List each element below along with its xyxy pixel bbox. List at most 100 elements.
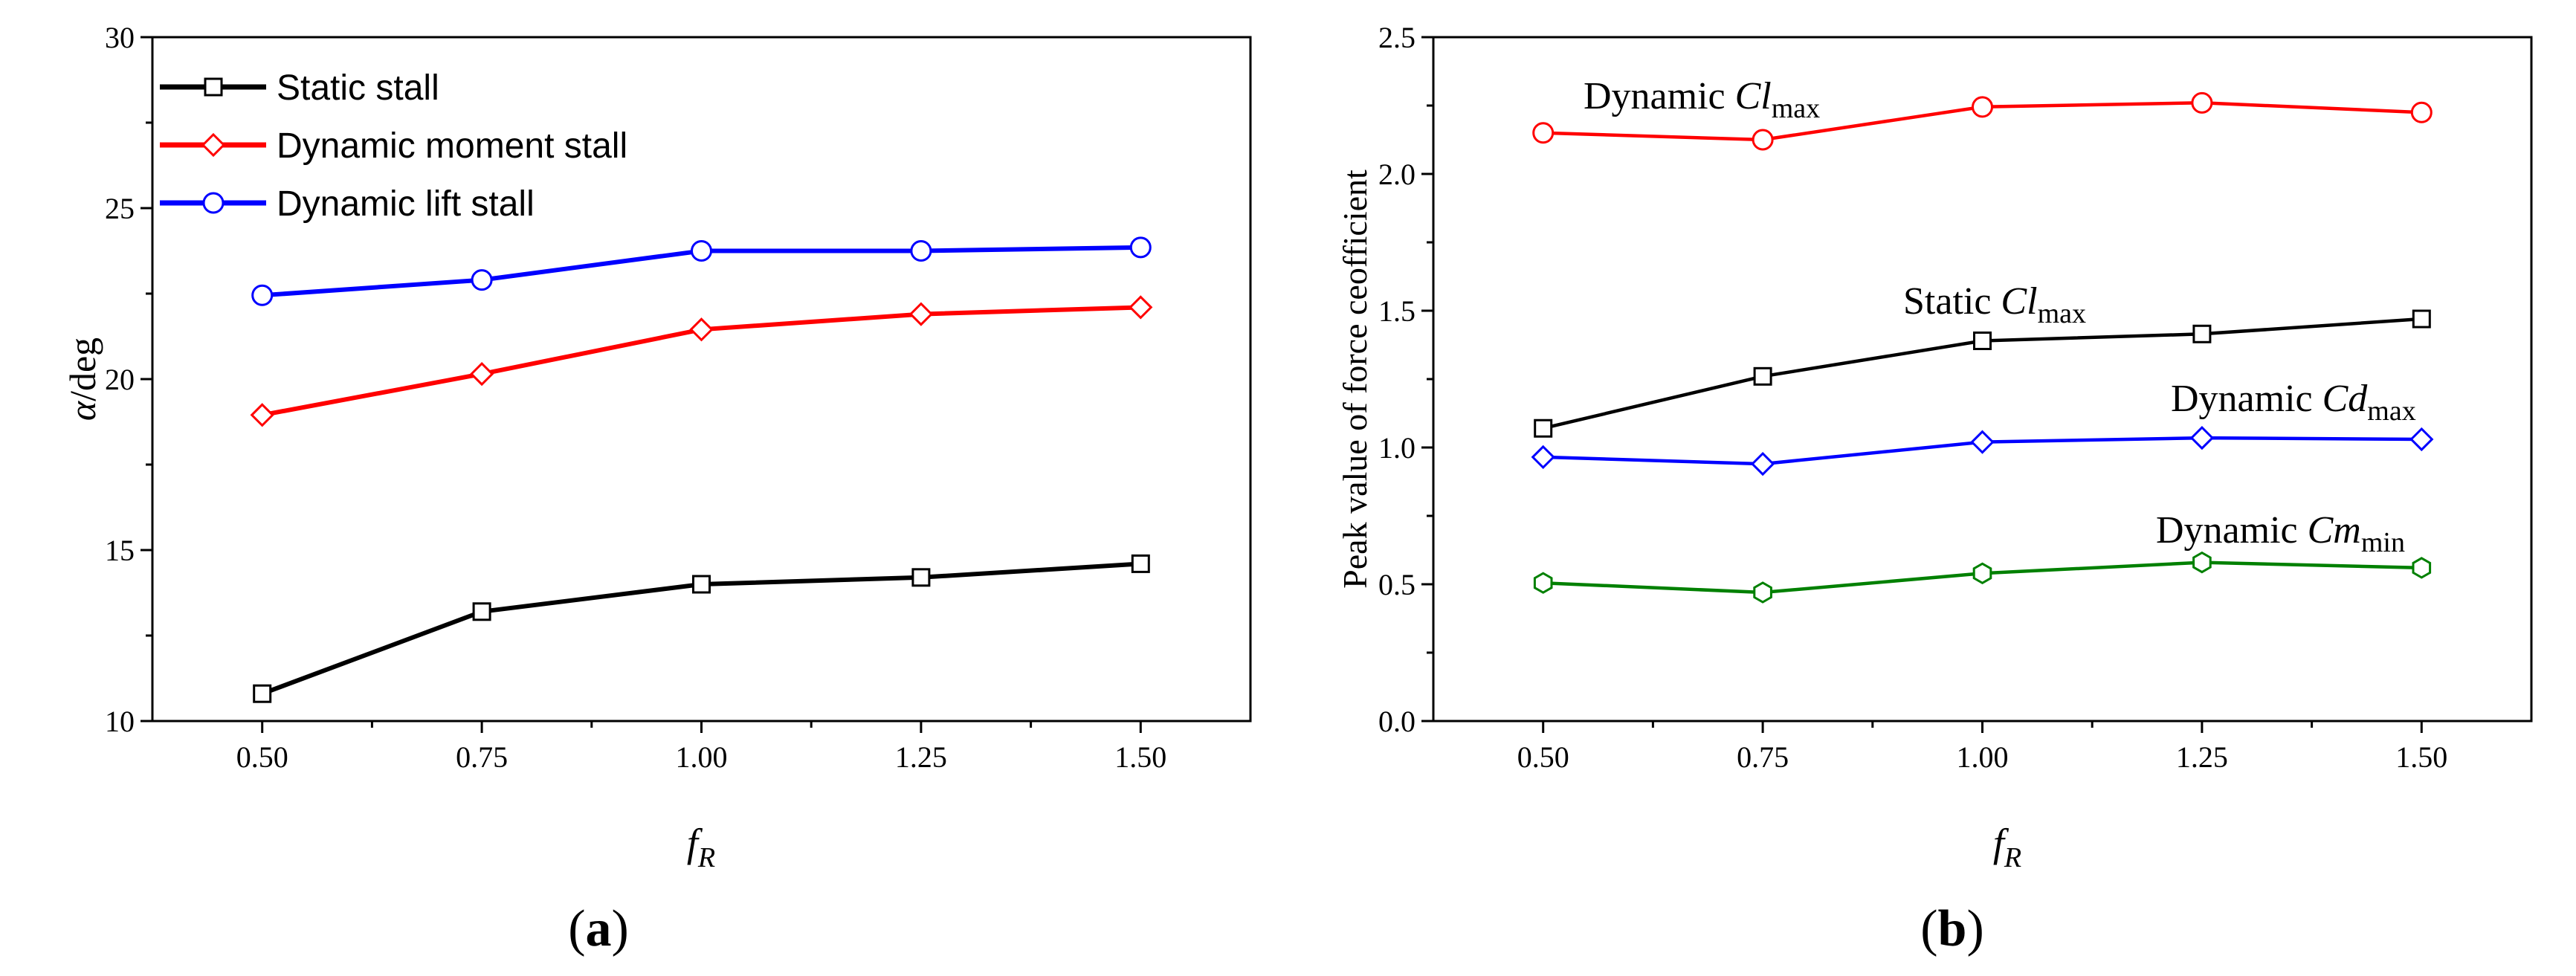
legend-label-dynamic-moment-stall: Dynamic moment stall (277, 126, 627, 166)
x-axis-title-sub-a: R (697, 842, 715, 873)
x-tick-label: 1.25 (895, 740, 947, 774)
series-dynamic-cd-max (1531, 425, 2434, 476)
y-tick-label: 1.5 (1378, 294, 1415, 328)
data-point-dynamic-moment-stall (469, 361, 494, 387)
annotation-dynamic-cd-max: Dynamic Cdmax (2171, 378, 2416, 427)
y-ticks-a: 10 15 20 25 30 (105, 21, 152, 738)
data-point-static-stall (472, 602, 491, 621)
data-point-dynamic-moment-stall (908, 302, 934, 326)
annotation-dynamic-cl-max-prefix: Dynamic (1584, 75, 1735, 117)
data-point-static-cl-max (1753, 366, 1772, 386)
annotation-dynamic-cl-max-sub: max (1772, 93, 1820, 124)
annotation-static-cl-max: Static Clmax (1903, 280, 2086, 329)
legend-marker-dynamic-moment-stall (201, 132, 226, 158)
series-dynamic-cl-max (1532, 91, 2433, 151)
annotation-dynamic-cm-min-sub: min (2361, 527, 2405, 558)
panel-label-letter-b: b (1938, 900, 1967, 957)
annotation-dynamic-cd-max-coef: Cd (2322, 378, 2369, 420)
panel-label-open-b: ( (1920, 900, 1937, 957)
data-point-dynamic-cl-max (1532, 122, 1555, 144)
data-point-dynamic-cm-min (1753, 581, 1772, 604)
y-axis-title-greek-a: α (62, 400, 103, 421)
y-axis-title-b: Peak value of force ceofficient (1336, 169, 1374, 589)
series-static-cl-max (1534, 309, 2431, 438)
annotation-dynamic-cl-max-coef: Cl (1735, 75, 1772, 117)
chart-panel-a: 0.50 0.75 1.00 1.25 1.50 10 15 20 25 30 Static s… (62, 21, 1252, 957)
legend-item-static-stall: Static stall (160, 68, 439, 108)
x-tick-label: 0.50 (236, 740, 288, 774)
x-tick-label: 1.50 (1114, 740, 1166, 774)
y-tick-label: 10 (105, 705, 135, 738)
legend-item-dynamic-lift-stall: Dynamic lift stall (160, 184, 535, 224)
x-tick-label: 0.75 (1737, 740, 1789, 774)
x-tick-label: 1.25 (2176, 740, 2228, 774)
data-point-dynamic-cd-max (1531, 445, 1555, 470)
annotation-dynamic-cd-max-sub: max (2367, 395, 2415, 427)
data-point-dynamic-cm-min (1533, 572, 1553, 594)
y-axis-title-a: α/deg (62, 337, 103, 421)
panel-label-open-a: ( (568, 900, 585, 957)
x-tick-label: 0.50 (1517, 740, 1569, 774)
y-tick-label: 15 (105, 534, 135, 567)
data-point-dynamic-cl-max (1752, 129, 1774, 151)
panel-label-b: (b) (1920, 900, 1984, 957)
data-point-dynamic-lift-stall (691, 240, 712, 262)
legend-a: Static stall Dynamic moment stall Dynamic … (160, 68, 627, 224)
y-tick-label: 2.0 (1378, 158, 1415, 191)
x-axis-title-sub-b: R (2004, 842, 2021, 873)
y-tick-label: 1.0 (1378, 431, 1415, 465)
series-dynamic-moment-stall (250, 295, 1153, 427)
data-point-static-stall (253, 684, 272, 703)
x-tick-label: 0.75 (456, 740, 508, 774)
annotation-dynamic-cm-min-prefix: Dynamic (2156, 509, 2308, 552)
data-point-dynamic-cd-max (2409, 427, 2434, 452)
annotation-dynamic-cl-max: Dynamic Clmax (1584, 75, 1820, 124)
legend-label-dynamic-lift-stall: Dynamic lift stall (277, 184, 535, 224)
data-point-dynamic-cl-max (2410, 101, 2433, 123)
data-point-dynamic-cm-min (1972, 562, 1992, 585)
y-axis-title-unit-a: /deg (62, 337, 103, 401)
legend-marker-dynamic-lift-stall (202, 192, 225, 214)
data-point-static-cl-max (2412, 309, 2431, 329)
y-ticks-b: 0.0 0.5 1.0 1.5 2.0 2.5 (1378, 21, 1433, 738)
y-tick-label: 25 (105, 192, 135, 225)
chart-panel-b: 0.50 0.75 1.00 1.25 1.50 0.00.51.01.52.02.5 … (1336, 21, 2533, 957)
data-point-static-cl-max (1534, 418, 1553, 438)
annotation-static-cl-max-sub: max (2038, 298, 2086, 329)
data-point-dynamic-lift-stall (910, 240, 932, 262)
legend-item-dynamic-moment-stall: Dynamic moment stall (160, 126, 627, 166)
series-static-stall (253, 554, 1150, 703)
data-point-dynamic-cm-min (2412, 557, 2432, 579)
x-ticks-b: 0.50 0.75 1.00 1.25 1.50 (1517, 721, 2447, 774)
x-tick-label: 1.00 (1957, 740, 2009, 774)
data-point-dynamic-lift-stall (471, 269, 493, 291)
legend-marker-static-stall (204, 77, 223, 97)
x-ticks-a: 0.50 0.75 1.00 1.25 1.50 (236, 721, 1166, 774)
data-point-dynamic-moment-stall (689, 317, 714, 342)
data-point-static-stall (911, 568, 931, 587)
data-point-dynamic-lift-stall (251, 284, 274, 306)
annotation-dynamic-cd-max-prefix: Dynamic (2171, 378, 2322, 420)
data-point-static-cl-max (2192, 324, 2212, 343)
y-tick-label: 2.5 (1378, 21, 1415, 54)
annotation-static-cl-max-coef: Cl (2001, 280, 2037, 323)
data-point-static-stall (1131, 554, 1150, 573)
y-tick-label: 0.0 (1378, 705, 1415, 738)
panel-label-close-a: ) (612, 900, 629, 957)
data-point-dynamic-moment-stall (250, 403, 274, 427)
data-point-dynamic-lift-stall (1129, 236, 1152, 259)
data-point-dynamic-cd-max (1750, 451, 1775, 476)
panel-label-letter-a: a (586, 900, 612, 957)
y-tick-label: 0.5 (1378, 568, 1415, 601)
data-point-dynamic-cl-max (1972, 96, 1993, 118)
data-point-dynamic-moment-stall (1129, 295, 1153, 320)
x-axis-title-a: fR (687, 821, 715, 873)
series-dynamic-lift-stall (251, 236, 1152, 306)
data-point-dynamic-cl-max (2191, 91, 2213, 114)
x-axis-title-b: fR (1993, 821, 2021, 873)
annotation-static-cl-max-prefix: Static (1903, 280, 2001, 323)
data-point-dynamic-cm-min (2192, 551, 2212, 574)
data-point-dynamic-cd-max (1970, 430, 1995, 454)
series-dynamic-cm-min (1533, 551, 2432, 604)
legend-label-static-stall: Static stall (277, 68, 439, 108)
